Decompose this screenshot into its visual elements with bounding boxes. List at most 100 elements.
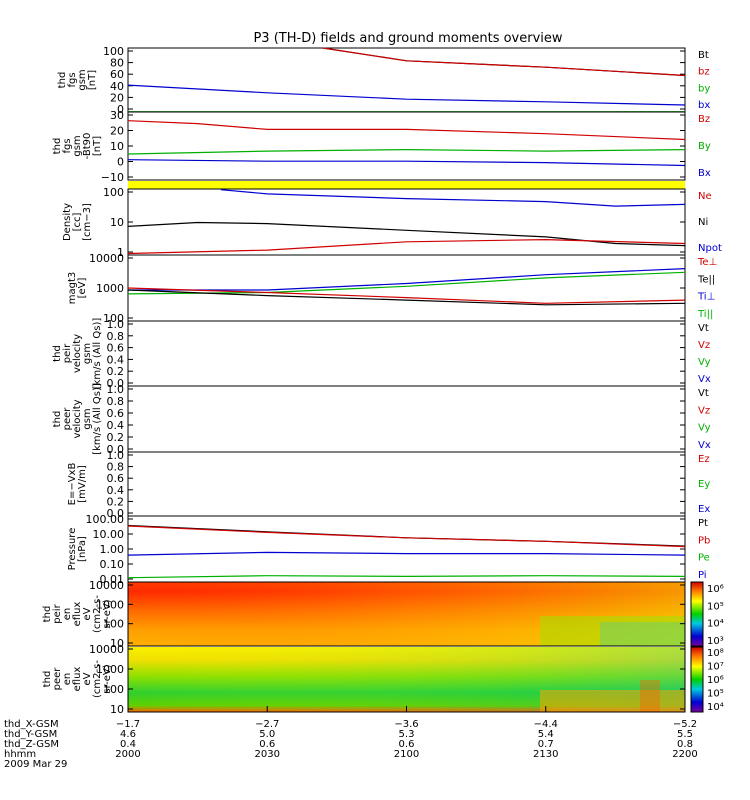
y-axis-label: thd (52, 138, 63, 155)
x-row-value: 2030 (255, 749, 280, 760)
legend-label: Vy (698, 423, 711, 434)
series-line-Bz (127, 120, 686, 141)
colorbar-label: 10⁵ (707, 601, 724, 612)
colorbar-label: 10⁵ (707, 689, 724, 700)
status-bar (128, 181, 685, 189)
y-tick-label: 0.8 (107, 330, 125, 343)
panel-p3: 100 10 1 Density [cc] [cm−3] Ne Ni Npot (62, 186, 722, 259)
series-line-Te|| (127, 289, 686, 306)
y-axis-label: thd (52, 411, 63, 428)
y-axis-label: en (62, 608, 73, 621)
panel-p10: 10000 1000 100 10 thd peer en eflux eV (cm2-s-sr-… (42, 643, 724, 716)
legend-label: By (698, 141, 711, 152)
y-tick-label: 20 (110, 91, 124, 104)
y-axis-label: fgs (67, 72, 78, 87)
series-line-Pb (127, 525, 686, 548)
y-tick-label: 10.00 (93, 528, 125, 541)
y-axis-label: (cm2-s- (92, 660, 103, 698)
series-line-Pe (127, 575, 686, 579)
legend-label: bz (698, 67, 710, 78)
legend-label: Ti|| (697, 309, 713, 320)
colorbar-label: 10⁶ (707, 675, 724, 686)
series-line-bz (322, 47, 686, 77)
series-line-Ti⊥ (128, 268, 686, 291)
colorbar-label: 10⁴ (707, 702, 724, 713)
y-tick-label: 0.8 (107, 461, 125, 474)
y-tick-label: 0.6 (107, 407, 125, 420)
y-tick-label: 0.01 (100, 573, 125, 586)
panel-p9: 10000 1000 100 10 thd peir en eflux eV (cm2-s-sr-… (42, 579, 724, 650)
series-line-bx (127, 84, 686, 106)
y-axis-label: peer (52, 667, 63, 691)
legend-label: Vz (698, 340, 710, 351)
panel-p7: 1.00.80.60.40.20.0 E=−VxB [mV/m] Ez Ey Ex (67, 449, 710, 520)
y-tick-label: 80 (110, 57, 124, 70)
panel-frame (127, 320, 686, 387)
y-tick-label: 0.2 (107, 495, 125, 508)
y-tick-label: 10000 (89, 252, 124, 265)
y-tick-label: 0.10 (100, 558, 125, 571)
y-axis-label: eV (82, 672, 93, 685)
panel-p6: 1.00.80.60.40.20.0 thd peer velocity gsm [km/… (52, 383, 711, 456)
heatmap-peer (128, 647, 685, 712)
x-row-label: thd_X-GSM (4, 719, 59, 730)
x-row-value: −4.4 (534, 719, 558, 730)
y-tick-label: 1.0 (107, 383, 125, 396)
y-axis-label: [nT] (87, 70, 98, 90)
y-tick-label: 60 (110, 68, 124, 81)
x-row-value: −3.6 (394, 719, 418, 730)
legend-label: Npot (698, 243, 722, 254)
y-axis-label: (cm2-s- (92, 595, 103, 633)
legend-label: Vt (698, 388, 709, 399)
y-tick-label: 0.6 (107, 342, 125, 355)
panel-frame (127, 111, 686, 181)
y-tick-label: 100 (103, 683, 124, 696)
y-tick-label: 1.0 (107, 318, 125, 331)
legend-label: Bt (698, 50, 709, 61)
y-axis-label: thd (57, 72, 68, 89)
y-tick-label: 1000 (96, 282, 124, 295)
y-axis-label: sr-eV) (102, 599, 113, 628)
x-row-value: −1.7 (116, 719, 140, 730)
y-axis-label: fgs (62, 138, 73, 153)
legend-label: by (698, 83, 710, 94)
x-row-value: 0.7 (538, 739, 554, 750)
series-line-Te⊥ (127, 287, 686, 304)
x-row-label: thd_Z-GSM (4, 739, 59, 750)
legend-label: Ti⊥ (697, 292, 715, 303)
panel-frame (127, 47, 686, 113)
y-axis-label: [nPa] (77, 536, 88, 562)
y-tick-label: −10 (101, 171, 124, 184)
x-row-value: 0.6 (399, 739, 415, 750)
y-tick-label: 0.4 (107, 419, 125, 432)
series-line-Npot (220, 189, 686, 207)
x-row-value: 0.4 (120, 739, 136, 750)
series-line-Ni (127, 221, 686, 247)
legend-label: Ne (698, 191, 712, 202)
y-axis-label: -Bt90 (82, 133, 93, 160)
legend-label: Ez (698, 454, 710, 465)
y-axis-label: [cm−3] (82, 203, 93, 241)
legend-label: Pb (698, 535, 710, 546)
series-line-Ti|| (127, 271, 686, 295)
y-tick-label: 30 (110, 109, 124, 122)
y-axis-label: sr-eV) (102, 664, 113, 693)
y-axis-label: thd (42, 606, 53, 623)
panel-frame (127, 515, 686, 583)
panel-p5: 1.00.80.60.40.20.0 thd peir velocity gsm [km/… (52, 318, 711, 390)
colorbar-peir (690, 581, 704, 647)
colorbar-label: 10⁷ (707, 662, 724, 673)
y-tick-label: 20 (110, 125, 124, 138)
y-tick-label: 1.0 (107, 449, 125, 462)
x-row-value: −2.7 (255, 719, 279, 730)
legend-label: Bx (698, 168, 711, 179)
x-row-label: thd_Y-GSM (4, 729, 57, 740)
y-axis-label: eV (82, 607, 93, 620)
panel-frame (127, 254, 686, 322)
colorbar-label: 10⁶ (707, 584, 724, 595)
legend-label: Pi (698, 570, 707, 581)
x-row-value: −5.2 (673, 719, 697, 730)
y-axis-label: en (62, 673, 73, 686)
